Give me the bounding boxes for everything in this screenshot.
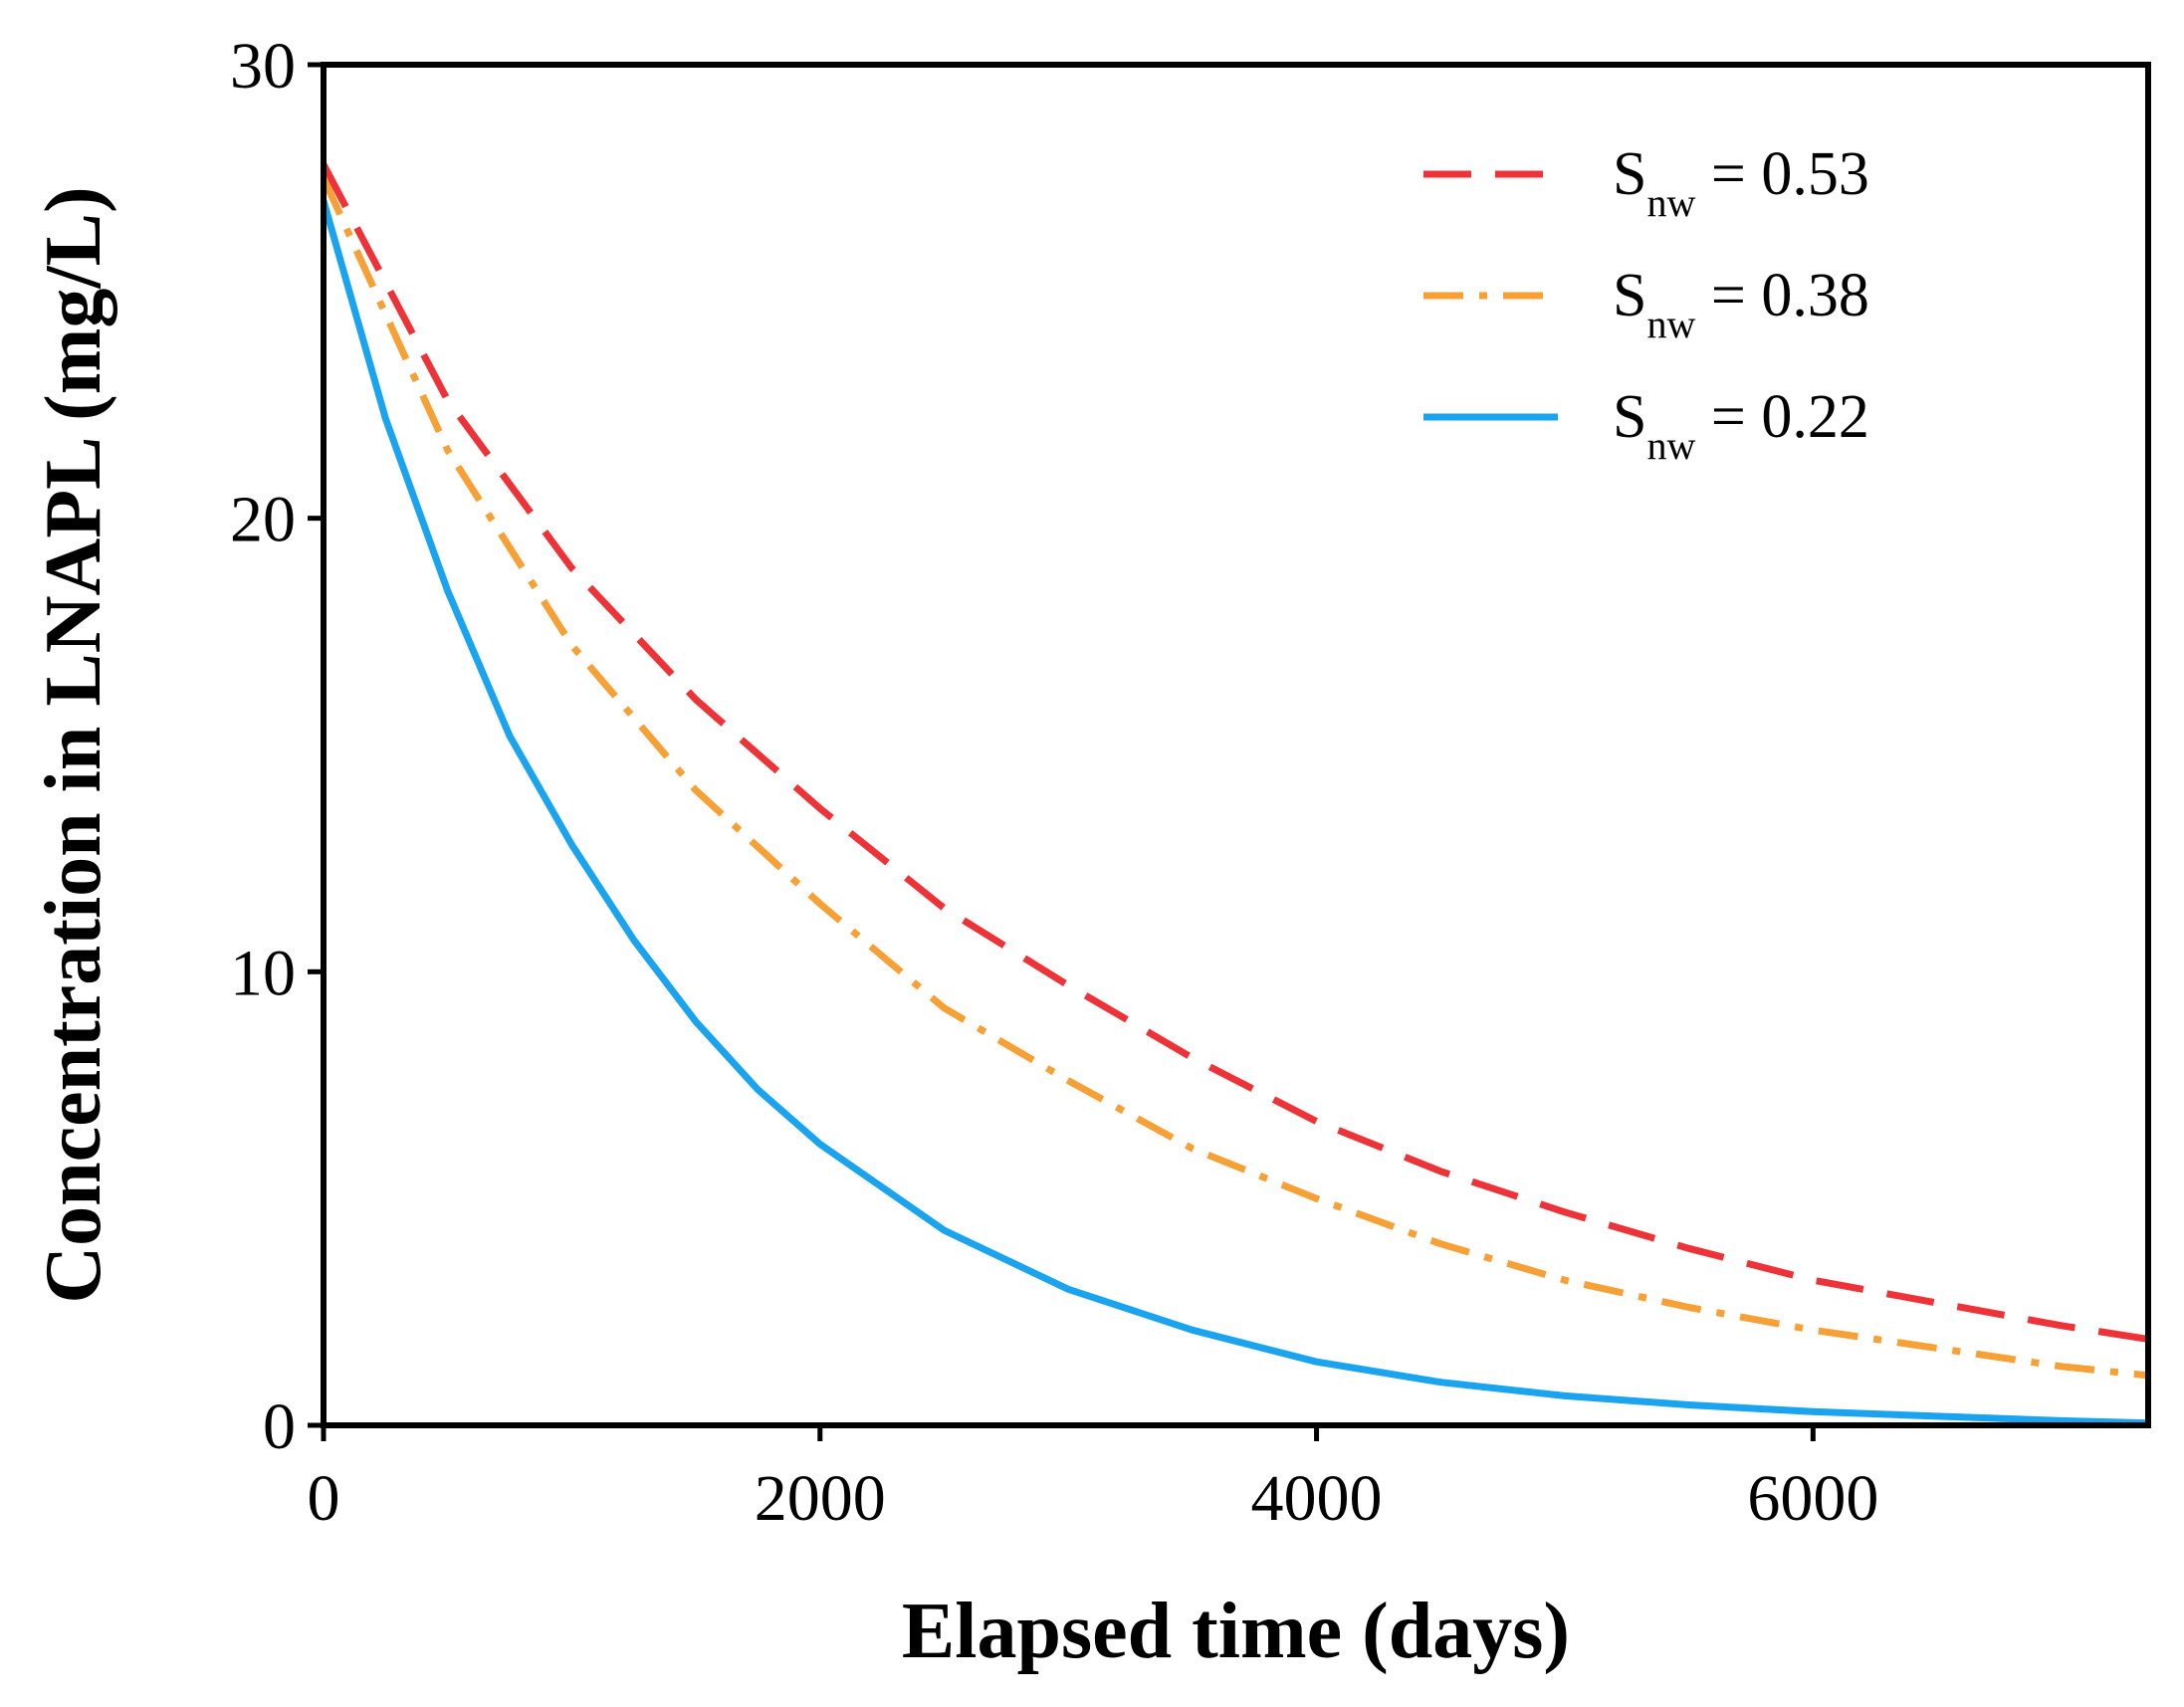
y-axis-title: Concentration in LNAPL (mg/L) <box>30 186 117 1303</box>
series-line-s022 <box>324 199 2148 1425</box>
series-layer <box>324 162 2148 1425</box>
y-tick-label: 10 <box>230 937 296 1009</box>
legend-label-s022: Snw = 0.22 <box>1613 383 1869 468</box>
legend-label-s053: Snw = 0.53 <box>1613 140 1869 225</box>
y-tick-label: 20 <box>230 484 296 556</box>
x-tick-label: 0 <box>308 1462 340 1535</box>
x-tick-label: 4000 <box>1251 1462 1383 1535</box>
series-line-s038 <box>324 176 2148 1380</box>
x-tick-label: 2000 <box>755 1462 886 1535</box>
y-tick-label: 30 <box>230 30 296 103</box>
legend-label-s038: Snw = 0.38 <box>1613 262 1869 346</box>
x-axis-title: Elapsed time (days) <box>902 1588 1570 1675</box>
y-tick-label: 0 <box>263 1390 296 1463</box>
tick-layer: 0 2000 4000 6000 0 10 20 30 <box>230 30 1878 1535</box>
x-tick-label: 6000 <box>1747 1462 1878 1535</box>
legend: Snw = 0.53 Snw = 0.38 Snw = 0.22 <box>1423 140 1869 468</box>
plot-area-frame <box>321 62 2151 1428</box>
